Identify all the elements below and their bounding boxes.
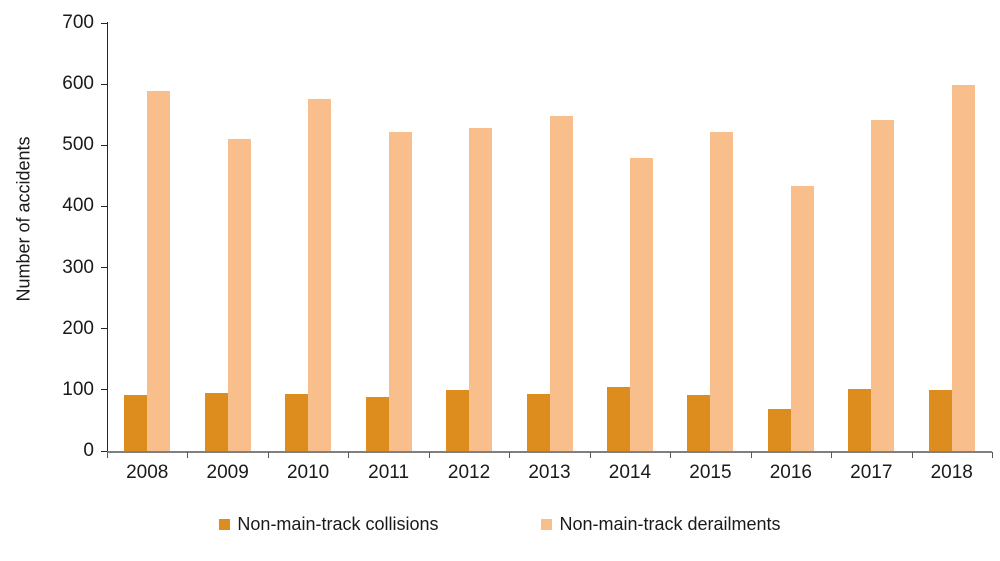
legend-item-derailments: Non-main-track derailments bbox=[541, 514, 781, 535]
legend-label-derailments: Non-main-track derailments bbox=[559, 514, 781, 534]
x-tick-mark bbox=[670, 452, 672, 458]
y-tick-label: 600 bbox=[62, 73, 94, 95]
y-tick-label: 300 bbox=[62, 256, 94, 278]
y-tick-mark bbox=[101, 83, 107, 85]
y-tick-label: 400 bbox=[62, 195, 94, 217]
bar-derailments-2015 bbox=[710, 131, 734, 451]
x-tick-mark bbox=[831, 452, 833, 458]
x-category-label: 2016 bbox=[769, 462, 812, 483]
bar-collisions-2015 bbox=[687, 394, 711, 451]
y-tick-mark bbox=[101, 389, 107, 391]
bar-collisions-2017 bbox=[848, 388, 872, 451]
x-category-label: 2009 bbox=[206, 462, 249, 483]
y-tick-mark bbox=[101, 267, 107, 269]
bar-derailments-2018 bbox=[951, 84, 975, 451]
y-tick-mark bbox=[101, 328, 107, 330]
bar-derailments-2008 bbox=[147, 91, 171, 451]
bar-derailments-2013 bbox=[549, 115, 573, 451]
x-tick-mark bbox=[107, 452, 108, 458]
x-category-label: 2013 bbox=[528, 462, 571, 483]
y-tick-label: 200 bbox=[62, 317, 94, 339]
bar-collisions-2010 bbox=[285, 394, 309, 451]
bar-collisions-2009 bbox=[204, 392, 228, 451]
legend-swatch-derailments bbox=[541, 519, 553, 530]
bar-derailments-2017 bbox=[871, 120, 895, 451]
y-tick-mark bbox=[101, 205, 107, 207]
y-tick-label: 0 bbox=[83, 440, 94, 461]
x-tick-mark bbox=[589, 452, 591, 458]
y-tick-label: 100 bbox=[62, 378, 94, 400]
x-category-label: 2015 bbox=[689, 462, 732, 483]
legend-swatch-collisions bbox=[219, 519, 231, 530]
x-category-label: 2014 bbox=[608, 462, 652, 483]
bar-collisions-2016 bbox=[767, 408, 791, 451]
bar-derailments-2014 bbox=[629, 157, 653, 451]
x-category-label: 2010 bbox=[286, 462, 330, 483]
x-tick-mark bbox=[911, 452, 913, 458]
bar-derailments-2012 bbox=[469, 127, 493, 451]
x-tick-mark bbox=[267, 452, 269, 458]
legend: Non-main-track collisions Non-main-track… bbox=[0, 514, 1000, 535]
x-category-label: 2008 bbox=[126, 462, 169, 483]
y-axis-line bbox=[107, 22, 108, 452]
bar-collisions-2008 bbox=[124, 394, 148, 451]
x-tick-mark bbox=[509, 452, 511, 458]
bar-derailments-2009 bbox=[227, 139, 251, 451]
x-tick-mark bbox=[992, 452, 993, 458]
legend-label-collisions: Non-main-track collisions bbox=[237, 514, 439, 534]
bar-derailments-2010 bbox=[308, 99, 332, 451]
bar-collisions-2011 bbox=[365, 396, 389, 451]
bar-derailments-2011 bbox=[388, 131, 412, 451]
x-category-label: 2017 bbox=[850, 462, 893, 483]
x-tick-mark bbox=[750, 452, 752, 458]
x-category-label: 2018 bbox=[930, 462, 973, 483]
x-tick-mark bbox=[187, 452, 189, 458]
bar-collisions-2018 bbox=[928, 389, 952, 451]
x-category-label: 2012 bbox=[447, 462, 491, 483]
y-tick-label: 700 bbox=[62, 12, 94, 33]
bar-collisions-2012 bbox=[446, 389, 470, 451]
bar-derailments-2016 bbox=[790, 185, 814, 451]
bar-collisions-2014 bbox=[606, 386, 630, 451]
y-tick-mark bbox=[101, 22, 107, 24]
x-tick-mark bbox=[348, 452, 350, 458]
bar-collisions-2013 bbox=[526, 394, 550, 451]
x-axis-line bbox=[107, 451, 992, 453]
y-tick-mark bbox=[101, 450, 107, 452]
x-category-label: 2011 bbox=[368, 462, 410, 483]
legend-item-collisions: Non-main-track collisions bbox=[219, 514, 438, 535]
y-axis-title: Number of accidents bbox=[13, 136, 34, 302]
y-tick-label: 500 bbox=[62, 134, 94, 156]
x-tick-mark bbox=[428, 452, 430, 458]
y-tick-mark bbox=[101, 144, 107, 146]
